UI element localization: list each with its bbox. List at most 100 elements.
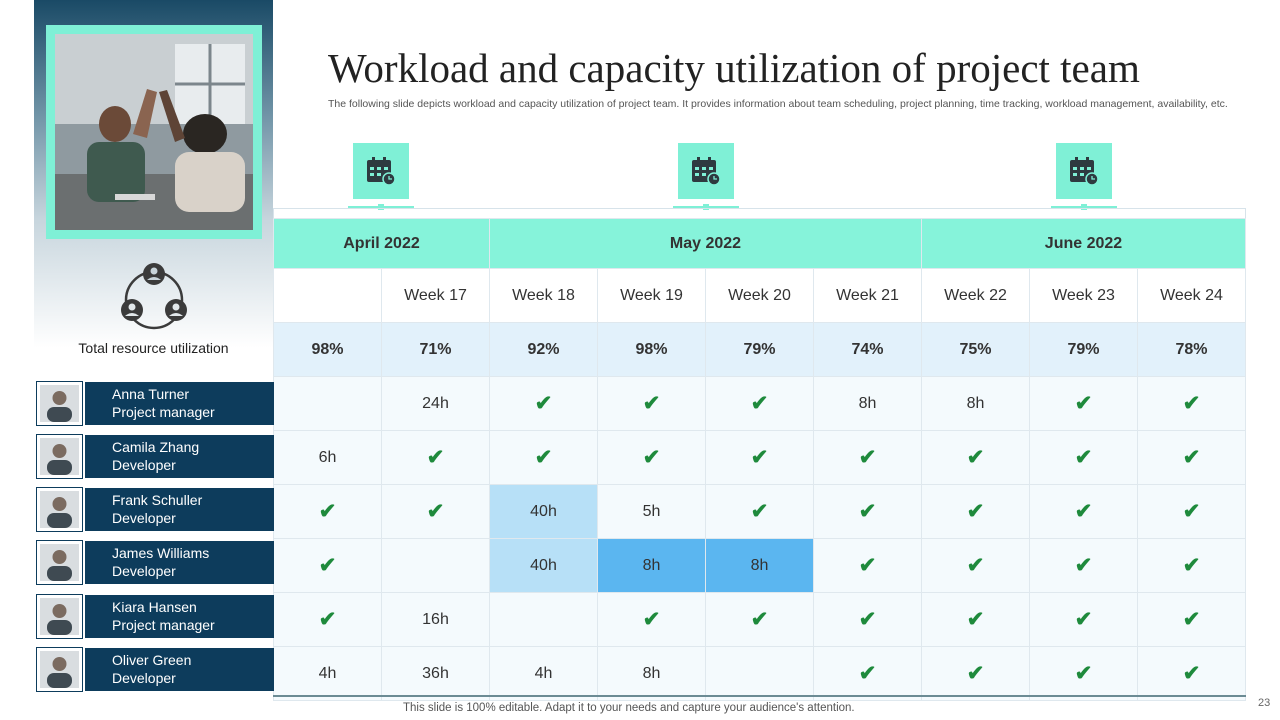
check-icon: ✔ xyxy=(1182,553,1201,577)
check-icon: ✔ xyxy=(750,391,769,415)
check-icon: ✔ xyxy=(966,445,985,469)
check-icon: ✔ xyxy=(858,607,877,631)
workload-cell: 40h xyxy=(489,484,598,539)
workload-cell: 16h xyxy=(381,592,490,647)
workload-cell: ✔ xyxy=(921,430,1030,485)
workload-cell: ✔ xyxy=(813,484,922,539)
member-name: Frank Schuller xyxy=(112,492,203,508)
member-label: James Williams Developer xyxy=(34,539,274,586)
avatar xyxy=(36,381,83,426)
workload-cell: ✔ xyxy=(921,538,1030,593)
month-header-row: April 2022 May 2022 June 2022 xyxy=(273,218,1246,269)
table-row: ✔ 40h 8h 8h ✔ ✔ ✔ ✔ xyxy=(273,538,1246,593)
check-icon: ✔ xyxy=(1074,391,1093,415)
check-icon: ✔ xyxy=(1182,391,1201,415)
check-icon: ✔ xyxy=(1182,661,1201,685)
page-title: Workload and capacity utilization of pro… xyxy=(328,45,1140,91)
workload-cell: 4h xyxy=(273,646,382,701)
check-icon: ✔ xyxy=(1074,661,1093,685)
utilization-value: 98% xyxy=(273,322,382,377)
utilization-value: 98% xyxy=(597,322,706,377)
workload-cell: ✔ xyxy=(1029,646,1138,701)
workload-cell: ✔ xyxy=(1137,646,1246,701)
week-header: Week 22 xyxy=(921,268,1030,323)
workload-cell: ✔ xyxy=(705,430,814,485)
member-info: Kiara Hansen Project manager xyxy=(85,595,274,638)
workload-cell: ✔ xyxy=(597,592,706,647)
workload-cell: ✔ xyxy=(921,592,1030,647)
team-photo-frame xyxy=(46,25,262,239)
table-row: ✔ 16h ✔ ✔ ✔ ✔ ✔ ✔ xyxy=(273,592,1246,647)
check-icon: ✔ xyxy=(642,391,661,415)
workload-cell: 8h xyxy=(597,646,706,701)
member-name: Oliver Green xyxy=(112,652,192,668)
workload-cell xyxy=(705,646,814,701)
member-label: Oliver Green Developer xyxy=(34,646,274,693)
workload-cell: ✔ xyxy=(381,484,490,539)
workload-cell: 40h xyxy=(489,538,598,593)
check-icon: ✔ xyxy=(642,607,661,631)
utilization-value: 79% xyxy=(705,322,814,377)
check-icon: ✔ xyxy=(966,607,985,631)
week-header: Week 17 xyxy=(381,268,490,323)
member-label: Frank Schuller Developer xyxy=(34,486,274,533)
footer-note: This slide is 100% editable. Adapt it to… xyxy=(403,702,855,714)
workload-cell: ✔ xyxy=(1137,430,1246,485)
utilization-value: 79% xyxy=(1029,322,1138,377)
utilization-value: 75% xyxy=(921,322,1030,377)
week-header: Week 19 xyxy=(597,268,706,323)
week-header xyxy=(273,268,382,323)
workload-cell: 4h xyxy=(489,646,598,701)
check-icon: ✔ xyxy=(858,553,877,577)
avatar xyxy=(36,540,83,585)
week-header: Week 18 xyxy=(489,268,598,323)
check-icon: ✔ xyxy=(1182,499,1201,523)
utilization-row: 98% 71% 92% 98% 79% 74% 75% 79% 78% xyxy=(273,322,1246,377)
member-name: Camila Zhang xyxy=(112,439,200,455)
month-header: April 2022 xyxy=(273,218,490,269)
check-icon: ✔ xyxy=(1182,445,1201,469)
workload-cell xyxy=(273,376,382,431)
workload-cell: 24h xyxy=(381,376,490,431)
workload-cell: ✔ xyxy=(1137,484,1246,539)
bottom-divider xyxy=(273,695,1246,697)
workload-cell: ✔ xyxy=(813,430,922,485)
check-icon: ✔ xyxy=(318,553,337,577)
check-icon: ✔ xyxy=(750,499,769,523)
utilization-value: 92% xyxy=(489,322,598,377)
check-icon: ✔ xyxy=(318,607,337,631)
avatar xyxy=(36,594,83,639)
team-photo xyxy=(55,34,253,230)
total-utilization-label: Total resource utilization xyxy=(78,340,229,356)
check-icon: ✔ xyxy=(318,499,337,523)
check-icon: ✔ xyxy=(1074,553,1093,577)
week-header: Week 24 xyxy=(1137,268,1246,323)
workload-cell: ✔ xyxy=(1029,430,1138,485)
member-role: Developer xyxy=(112,510,176,526)
month-header: June 2022 xyxy=(921,218,1246,269)
check-icon: ✔ xyxy=(966,661,985,685)
member-info: James Williams Developer xyxy=(85,541,274,584)
week-header: Week 20 xyxy=(705,268,814,323)
week-header-row: Week 17 Week 18 Week 19 Week 20 Week 21 … xyxy=(273,268,1246,323)
week-header: Week 23 xyxy=(1029,268,1138,323)
member-label: Kiara Hansen Project manager xyxy=(34,593,274,640)
workload-cell: ✔ xyxy=(597,430,706,485)
check-icon: ✔ xyxy=(750,445,769,469)
workload-cell: ✔ xyxy=(813,538,922,593)
workload-cell: ✔ xyxy=(597,376,706,431)
table-row: 4h 36h 4h 8h ✔ ✔ ✔ ✔ xyxy=(273,646,1246,701)
calendar-icon xyxy=(367,157,396,186)
workload-cell: ✔ xyxy=(813,646,922,701)
check-icon: ✔ xyxy=(750,607,769,631)
member-name: Kiara Hansen xyxy=(112,599,197,615)
member-role: Project manager xyxy=(112,404,215,420)
member-role: Developer xyxy=(112,670,176,686)
workload-cell: ✔ xyxy=(1029,484,1138,539)
workload-cell: 6h xyxy=(273,430,382,485)
check-icon: ✔ xyxy=(966,553,985,577)
month-header: May 2022 xyxy=(489,218,922,269)
check-icon: ✔ xyxy=(1074,499,1093,523)
workload-cell: ✔ xyxy=(705,484,814,539)
member-role: Project manager xyxy=(112,617,215,633)
